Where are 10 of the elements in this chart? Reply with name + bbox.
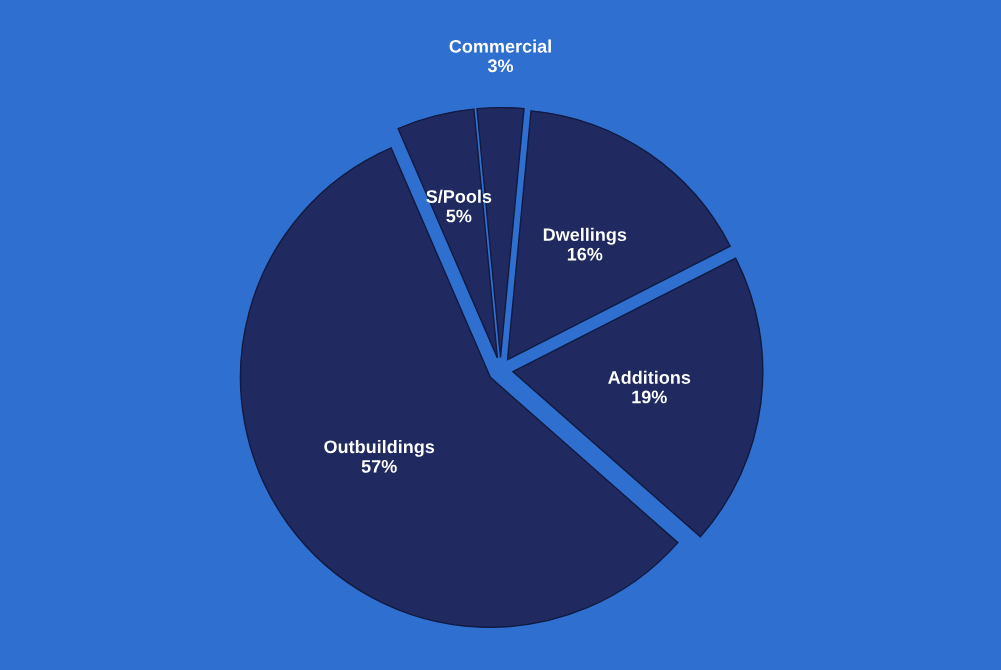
data-label: 19%: [632, 390, 667, 404]
slice-label: S/Pools: [426, 189, 492, 204]
slice-label: Dwellings: [543, 227, 627, 245]
data-label: 3%: [487, 59, 514, 73]
slice-label: Additions: [608, 370, 691, 384]
slice-label: Commercial: [449, 39, 551, 53]
data-label: 16%: [567, 247, 603, 261]
slice-label: Outbuildings: [324, 439, 435, 457]
data-label: 57%: [361, 460, 397, 473]
data-label: 5%: [446, 209, 472, 223]
